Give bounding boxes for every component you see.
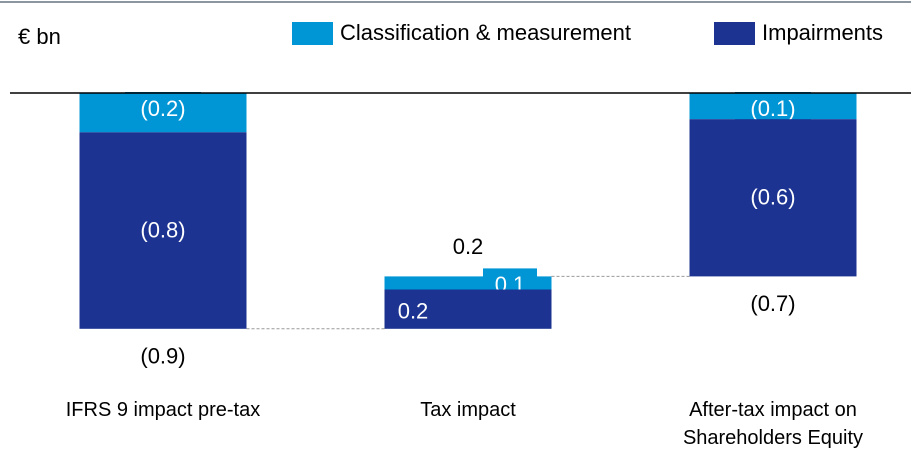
data-label: (0.8) [140,217,185,242]
data-label: 0.2 [398,299,429,324]
unit-label: € bn [18,24,61,49]
data-label: (0.6) [750,185,795,210]
legend-label: Classification & measurement [340,20,631,45]
legend-swatch [714,22,755,45]
label-box [125,92,201,126]
category-label: IFRS 9 impact pre-tax [65,399,261,421]
legend-swatch [292,22,333,45]
data-label: (0.1) [750,96,795,121]
bar-segment [79,132,247,329]
total-label: (0.7) [750,291,795,316]
bar-segment [384,289,552,329]
total-label: 0.2 [453,234,484,259]
data-label: (0.2) [140,96,185,121]
bar-segment [689,119,857,277]
category-label: Tax impact [420,399,516,421]
legend-label: Impairments [762,20,883,45]
category-label: After-tax impact on Shareholders Equity [682,399,864,449]
total-label: (0.9) [140,344,185,369]
